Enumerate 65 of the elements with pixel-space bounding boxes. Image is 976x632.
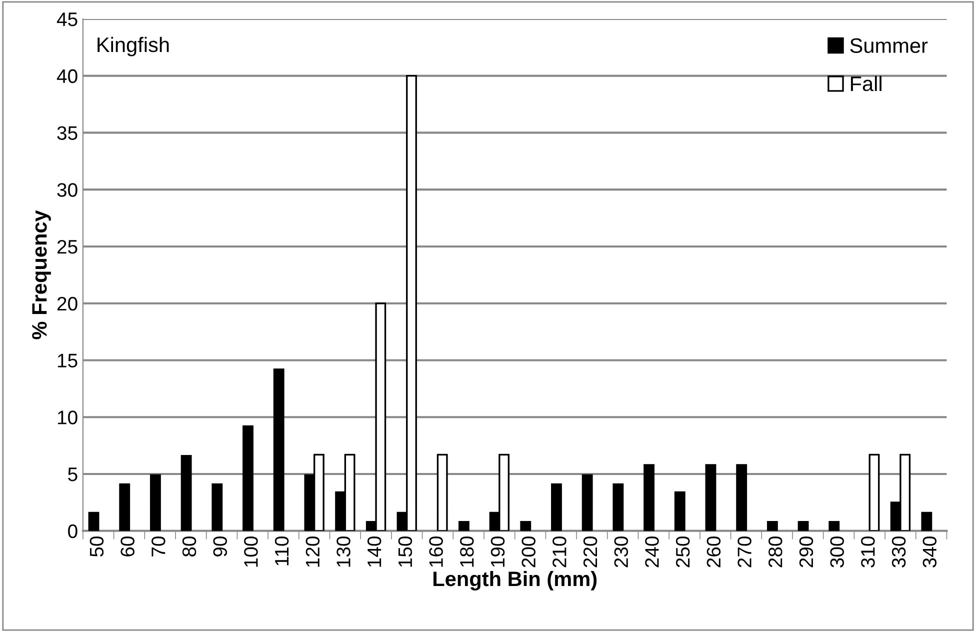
y-tick-label: 25 (57, 240, 78, 254)
bar (212, 483, 223, 531)
x-tick-label: 200 (522, 536, 536, 568)
annotation: Kingfish (98, 36, 169, 56)
bar (766, 520, 778, 531)
x-tick-label: 130 (336, 536, 350, 567)
x-tick-label: 180 (460, 536, 474, 567)
x-tick-label: 110 (274, 536, 289, 566)
x-tick-label: 310 (861, 536, 875, 568)
bar (736, 464, 748, 531)
bar (582, 474, 593, 531)
x-tick-label: 250 (676, 536, 690, 568)
x-tick-label: 280 (768, 536, 782, 568)
y-tick-label: 40 (56, 69, 78, 84)
bar (242, 425, 254, 531)
x-tick-label: 70 (152, 536, 166, 556)
bar (674, 491, 686, 531)
y-tick-label: 30 (57, 183, 78, 197)
x-tick-label: 120 (306, 536, 320, 567)
x-tick-label: 340 (922, 536, 937, 568)
x-tick-label: 60 (120, 536, 134, 556)
x-tick-label: 260 (706, 536, 721, 568)
x-tick-label: 330 (892, 536, 906, 568)
x-tick-label: 290 (799, 536, 814, 568)
bar (921, 512, 932, 531)
x-tick-label: 90 (213, 536, 227, 556)
bar (705, 464, 716, 531)
y-tick-label: 0 (68, 524, 78, 538)
y-tick-label: 5 (68, 468, 78, 482)
bar (436, 454, 448, 531)
x-tick-label: 270 (738, 536, 752, 568)
x-tick-label: 50 (90, 536, 104, 557)
y-tick-label: 35 (57, 126, 78, 140)
y-tick-label: 20 (57, 296, 78, 311)
y-tick-label: 15 (58, 354, 78, 368)
bar (868, 454, 880, 531)
bar (520, 520, 532, 531)
bar (458, 520, 470, 531)
bar (150, 474, 161, 531)
x-tick-label: 160 (429, 536, 443, 567)
bar (798, 520, 809, 531)
x-tick-label: 190 (490, 536, 505, 567)
legend-label: Fall (850, 76, 882, 92)
bar (180, 454, 192, 531)
x-axis-title: Length Bin (mm) (433, 570, 597, 590)
bar (88, 512, 100, 531)
x-tick-label: 240 (645, 536, 659, 568)
bar (828, 520, 840, 531)
x-tick-label: 140 (367, 536, 382, 567)
x-tick-label: 100 (244, 536, 258, 567)
legend-label: Summer (850, 38, 928, 54)
bar (551, 483, 562, 531)
bar (119, 483, 130, 531)
bar (273, 368, 284, 531)
y-axis-title: % Frequency (32, 210, 51, 340)
x-tick-label: 150 (398, 536, 412, 567)
x-tick-label: 210 (552, 536, 566, 568)
bar (612, 483, 624, 531)
x-tick-label: 300 (830, 536, 844, 568)
x-tick-label: 220 (583, 536, 598, 568)
y-tick-label: 10 (58, 410, 78, 424)
bar (644, 464, 654, 531)
y-tick-label: 45 (56, 12, 78, 26)
x-tick-label: 80 (182, 536, 196, 557)
x-tick-label: 230 (614, 536, 628, 568)
